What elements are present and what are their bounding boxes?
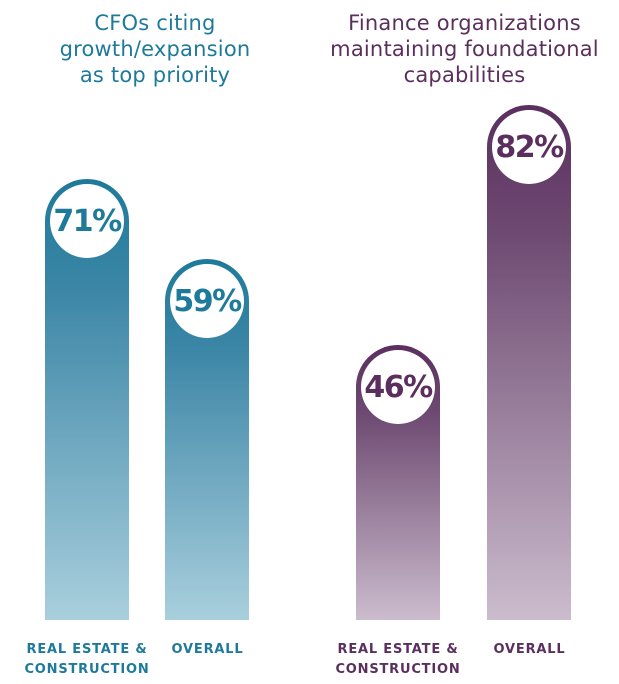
right-title-line-2: maintaining foundational — [330, 37, 599, 61]
category-label-overall-left: OVERALL — [150, 640, 265, 660]
left-title-line-3: as top priority — [79, 63, 231, 87]
bar-overall-foundational: 82% — [487, 105, 571, 620]
label-line-2: CONSTRUCTION — [335, 662, 461, 677]
right-chart-title: Finance organizations maintaining founda… — [310, 10, 619, 88]
value-badge: 71% — [50, 184, 124, 258]
left-title-line-1: CFOs citing — [94, 11, 216, 35]
label-line-1: REAL ESTATE & — [26, 642, 148, 657]
category-label-overall-right: OVERALL — [472, 640, 587, 660]
category-label-real-estate-left: REAL ESTATE & CONSTRUCTION — [2, 640, 172, 680]
bar-real-estate-growth: 71% — [45, 179, 129, 620]
right-title-line-1: Finance organizations — [348, 11, 581, 35]
value-badge: 46% — [361, 350, 435, 424]
label-line-2: CONSTRUCTION — [24, 662, 150, 677]
value-badge: 82% — [492, 110, 566, 184]
value-badge: 59% — [170, 264, 244, 338]
left-chart-title: CFOs citing growth/expansion as top prio… — [10, 10, 300, 88]
label-line-1: OVERALL — [171, 642, 244, 657]
bar-real-estate-foundational: 46% — [356, 345, 440, 620]
label-line-1: OVERALL — [493, 642, 566, 657]
left-title-line-2: growth/expansion — [59, 37, 251, 61]
category-label-real-estate-right: REAL ESTATE & CONSTRUCTION — [313, 640, 483, 680]
bar-overall-growth: 59% — [165, 259, 249, 620]
label-line-1: REAL ESTATE & — [337, 642, 459, 657]
right-title-line-3: capabilities — [403, 63, 526, 87]
